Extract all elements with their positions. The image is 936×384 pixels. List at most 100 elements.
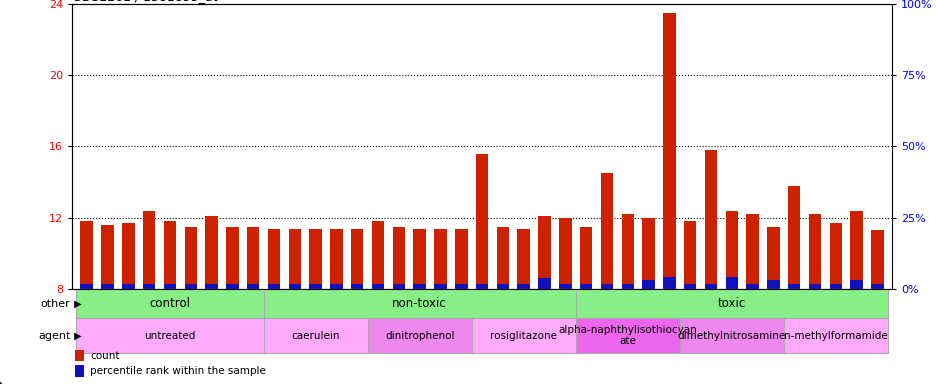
Bar	[392, 227, 404, 289]
Bar	[808, 284, 820, 289]
Bar	[143, 284, 155, 289]
Bar	[683, 284, 695, 289]
Bar	[226, 227, 239, 289]
Bar	[164, 222, 176, 289]
Bar	[184, 284, 197, 289]
Bar	[288, 284, 300, 289]
Bar	[101, 225, 113, 289]
Bar	[683, 222, 695, 289]
Bar	[621, 284, 634, 289]
Bar	[433, 284, 446, 289]
Bar	[143, 211, 155, 289]
Bar	[621, 214, 634, 289]
Bar	[80, 284, 93, 289]
Bar	[433, 228, 446, 289]
Bar	[205, 216, 217, 289]
Bar	[184, 227, 197, 289]
Bar	[496, 227, 508, 289]
Bar	[767, 227, 779, 289]
Bar	[80, 222, 93, 289]
Bar	[575, 318, 679, 353]
Bar	[828, 284, 841, 289]
Bar	[517, 228, 530, 289]
Text: alpha-naphthylisothiocyan
ate: alpha-naphthylisothiocyan ate	[558, 325, 696, 346]
Bar	[164, 284, 176, 289]
Bar	[329, 228, 343, 289]
Bar	[351, 228, 363, 289]
Text: GDS2261 / 1381855_at: GDS2261 / 1381855_at	[72, 0, 217, 3]
Bar	[600, 284, 612, 289]
Bar	[537, 278, 550, 289]
Bar	[724, 276, 738, 289]
Bar	[642, 218, 654, 289]
Text: dimethylnitrosamine: dimethylnitrosamine	[677, 331, 785, 341]
Bar	[559, 218, 571, 289]
Bar	[870, 230, 883, 289]
Bar	[724, 211, 738, 289]
Text: percentile rank within the sample: percentile rank within the sample	[90, 366, 266, 376]
Bar	[746, 214, 758, 289]
Bar	[679, 318, 783, 353]
Bar	[413, 284, 426, 289]
Bar	[372, 284, 384, 289]
Bar	[579, 227, 592, 289]
Bar	[663, 13, 675, 289]
Bar	[517, 284, 530, 289]
Text: non-toxic: non-toxic	[392, 297, 446, 310]
Bar	[475, 284, 488, 289]
Text: control: control	[149, 297, 190, 310]
Bar	[309, 284, 321, 289]
Bar	[600, 173, 612, 289]
Bar	[783, 318, 887, 353]
Bar	[351, 284, 363, 289]
Bar	[496, 284, 508, 289]
Bar	[787, 284, 799, 289]
Bar	[309, 228, 321, 289]
Bar	[392, 284, 404, 289]
Bar	[122, 284, 135, 289]
Bar	[372, 222, 384, 289]
Text: ▶: ▶	[71, 298, 81, 309]
Bar	[76, 289, 263, 318]
Bar	[870, 284, 883, 289]
Text: dinitrophenol: dinitrophenol	[385, 331, 454, 341]
Bar	[642, 280, 654, 289]
Bar	[413, 228, 426, 289]
Text: agent: agent	[37, 331, 70, 341]
Text: toxic: toxic	[717, 297, 745, 310]
Text: n-methylformamide: n-methylformamide	[783, 331, 886, 341]
Text: count: count	[90, 351, 119, 361]
Bar	[263, 289, 575, 318]
Bar	[455, 284, 467, 289]
Text: caerulein: caerulein	[291, 331, 340, 341]
Bar	[76, 318, 263, 353]
Bar	[704, 150, 716, 289]
Bar	[263, 318, 367, 353]
Bar	[101, 284, 113, 289]
Text: other: other	[40, 298, 70, 309]
Bar	[471, 318, 575, 353]
Bar	[787, 186, 799, 289]
Bar	[704, 284, 716, 289]
Bar	[247, 284, 259, 289]
Bar	[122, 223, 135, 289]
Bar	[579, 284, 592, 289]
Bar	[329, 284, 343, 289]
Bar	[268, 228, 280, 289]
Bar	[247, 227, 259, 289]
Text: untreated: untreated	[144, 331, 196, 341]
Bar	[746, 284, 758, 289]
Bar	[559, 284, 571, 289]
Bar	[663, 276, 675, 289]
Bar	[767, 280, 779, 289]
Bar	[367, 318, 471, 353]
Bar	[205, 284, 217, 289]
Text: rosiglitazone: rosiglitazone	[490, 331, 557, 341]
Bar	[288, 228, 300, 289]
Bar	[455, 228, 467, 289]
Bar	[828, 223, 841, 289]
Text: ▶: ▶	[71, 331, 81, 341]
Bar	[808, 214, 820, 289]
Bar	[575, 289, 887, 318]
Bar	[268, 284, 280, 289]
